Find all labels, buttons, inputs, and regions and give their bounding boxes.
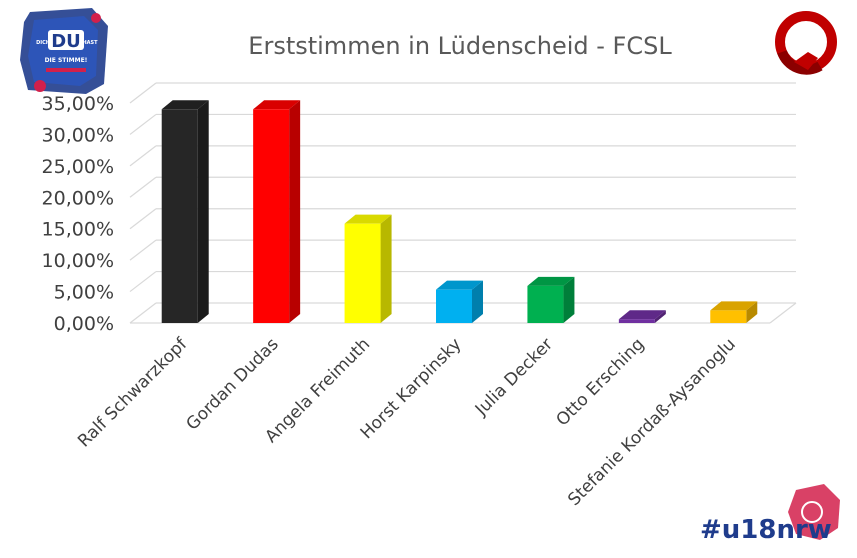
bar-front: [344, 223, 381, 323]
y-tick-label: 10,00%: [42, 250, 114, 272]
y-tick-label: 35,00%: [42, 93, 114, 115]
bar-side: [289, 100, 301, 324]
bar-top: [436, 280, 483, 290]
bar: [161, 100, 209, 324]
gridline-diagonal: [129, 145, 157, 167]
gridline-diagonal: [129, 302, 157, 324]
y-tick-label: 15,00%: [42, 219, 114, 241]
bar-front: [436, 289, 472, 323]
y-axis-ticks: 0,00% 5,00% 10,00% 15,00% 20,00% 25,00% 30,00%…: [42, 93, 114, 335]
gridline-diagonal: [129, 176, 157, 198]
red-ring-logo: [775, 11, 837, 75]
gridline-diagonal: [129, 271, 157, 293]
bar-top: [710, 301, 758, 311]
bar: [344, 214, 392, 323]
bar-front: [527, 285, 564, 323]
bar: [618, 310, 666, 323]
y-tick-label: 30,00%: [42, 124, 114, 146]
du-logo: DU DICH HAST DIE STIMME!: [20, 8, 108, 94]
bar-top: [161, 100, 209, 110]
hashtag-text: #u18nrw: [700, 515, 832, 545]
gridline-diagonal: [129, 239, 157, 261]
bar: [253, 100, 301, 324]
bars: [161, 100, 758, 324]
gridline-diagonal: [129, 113, 157, 135]
du-logo-left: DICH: [36, 40, 50, 46]
category-label: Ralf Schwarzkopf: [74, 334, 192, 452]
category-label: Horst Karpinsky: [357, 334, 466, 443]
bar-top: [618, 310, 666, 320]
y-tick-label: 20,00%: [42, 187, 114, 209]
gridline-diagonal: [129, 208, 157, 230]
bar-side: [197, 100, 209, 324]
chart-title: Erststimmen in Lüdenscheid - FCSL: [248, 32, 672, 60]
bar-top: [344, 214, 392, 224]
bar-top: [253, 100, 301, 110]
du-logo-right: HAST: [82, 40, 98, 46]
bar-front: [710, 310, 747, 323]
y-tick-label: 25,00%: [42, 156, 114, 178]
du-logo-main: DU: [51, 31, 81, 52]
bar: [527, 276, 575, 323]
category-label: Stefanie Kordaß-Aysanoglu: [564, 334, 740, 510]
category-label: Otto Ersching: [553, 334, 649, 430]
u18nrw-logo: #u18nrw: [700, 484, 840, 545]
bar-front: [253, 109, 290, 324]
bar: [710, 301, 758, 323]
bar-front: [618, 319, 655, 323]
bar-side: [563, 276, 575, 323]
bar: [436, 280, 483, 323]
category-label: Gordan Dudas: [183, 334, 283, 434]
bar-side: [746, 301, 758, 323]
bar-top: [527, 276, 575, 286]
gridline-diagonal: [129, 82, 157, 104]
bar-side: [654, 310, 666, 323]
du-logo-sub: DIE STIMME!: [45, 57, 88, 64]
bar-front: [161, 109, 198, 324]
bar-side: [472, 280, 483, 323]
floor-edge: [769, 302, 797, 324]
category-label: Julia Decker: [471, 334, 557, 420]
y-tick-label: 5,00%: [54, 282, 114, 304]
y-tick-label: 0,00%: [54, 313, 114, 335]
bar-side: [380, 214, 392, 323]
